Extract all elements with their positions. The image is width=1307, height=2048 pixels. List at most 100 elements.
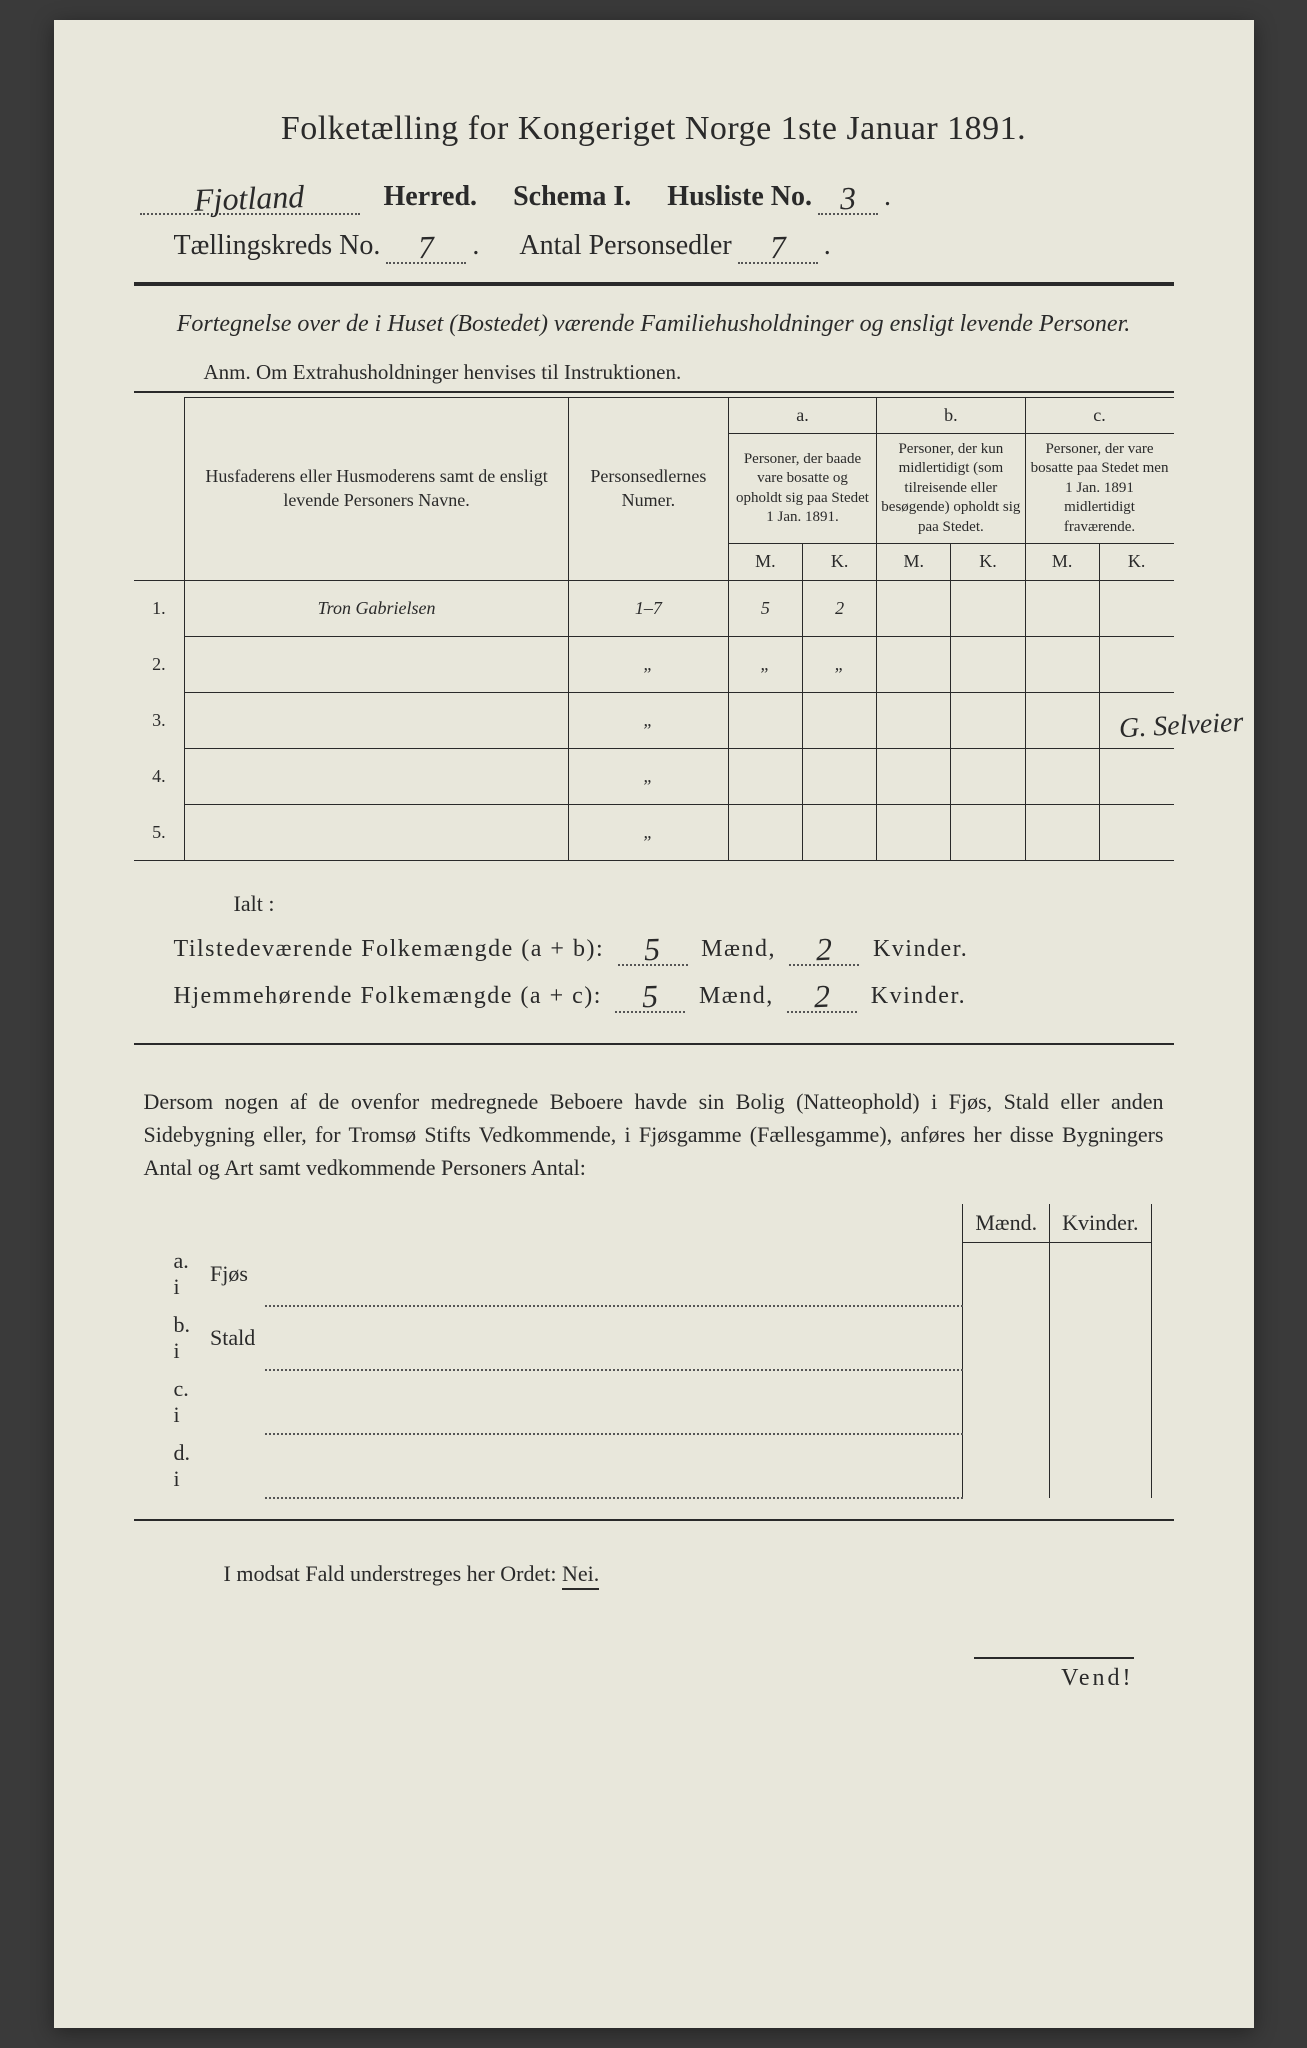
row-number: 3. bbox=[134, 692, 185, 748]
divider bbox=[134, 282, 1174, 286]
totals-line-1: Tilstedeværende Folkemængde (a + b): 5 M… bbox=[174, 927, 1174, 966]
col-names-header: Husfaderens eller Husmoderens samt de en… bbox=[185, 397, 569, 580]
sedler-cell: „ bbox=[568, 636, 728, 692]
divider bbox=[134, 1519, 1174, 1521]
sub-buildings-table: Mænd. Kvinder. a. iFjøsb. iStaldc. id. i bbox=[164, 1204, 1152, 1500]
a-k-cell bbox=[802, 692, 876, 748]
sub-table-row: d. i bbox=[164, 1434, 1152, 1498]
subtitle-text: Fortegnelse over de i Huset (Bostedet) v… bbox=[134, 308, 1174, 342]
ialt-label: Ialt : bbox=[234, 891, 1174, 917]
row-number: 5. bbox=[134, 804, 185, 860]
c-k-cell bbox=[1099, 636, 1173, 692]
col-c-text: Personer, der vare bosatte paa Stedet me… bbox=[1025, 433, 1173, 544]
sub-table-row: a. iFjøs bbox=[164, 1242, 1152, 1306]
antal-value: 7 bbox=[769, 229, 786, 267]
divider bbox=[134, 1043, 1174, 1045]
b-m-cell bbox=[877, 804, 951, 860]
vend-label: Vend! bbox=[974, 1657, 1134, 1692]
col-c-m: M. bbox=[1025, 544, 1099, 580]
sub-table-row: b. iStald bbox=[164, 1306, 1152, 1370]
b-k-cell bbox=[951, 692, 1025, 748]
col-blank bbox=[134, 397, 185, 580]
a-m-cell bbox=[728, 804, 802, 860]
totals-line-2: Hjemmehørende Folkemængde (a + c): 5 Mæn… bbox=[174, 974, 1174, 1013]
col-a-text: Personer, der baade vare bosatte og opho… bbox=[728, 433, 876, 544]
c-m-cell bbox=[1025, 580, 1099, 636]
sub-maend-cell bbox=[963, 1306, 1050, 1370]
sub-kvinder-cell bbox=[1050, 1434, 1151, 1498]
row-number: 2. bbox=[134, 636, 185, 692]
antal-label: Antal Personsedler bbox=[519, 230, 731, 262]
sub-maend-cell bbox=[963, 1242, 1050, 1306]
hjemme-k: 2 bbox=[813, 978, 832, 1016]
col-b-text: Personer, der kun midlertidigt (som tilr… bbox=[877, 433, 1025, 544]
col-a-m: M. bbox=[728, 544, 802, 580]
sub-key: b. i bbox=[164, 1306, 201, 1370]
header-line-1: Fjotland Herred. Schema I. Husliste No. … bbox=[134, 176, 1174, 215]
hjemme-label: Hjemmehørende Folkemængde (a + c): bbox=[174, 983, 602, 1009]
b-m-cell bbox=[877, 692, 951, 748]
maend-label: Mænd, bbox=[701, 936, 776, 962]
sub-dots bbox=[265, 1242, 963, 1306]
sedler-cell: „ bbox=[568, 748, 728, 804]
sub-dots bbox=[265, 1370, 963, 1434]
header-line-2: Tællingskreds No. 7 . Antal Personsedler… bbox=[174, 225, 1174, 264]
tilstede-k: 2 bbox=[815, 931, 834, 969]
name-cell: Tron Gabrielsen bbox=[185, 580, 569, 636]
nei-line: I modsat Fald understreges her Ordet: Ne… bbox=[224, 1561, 1174, 1587]
b-m-cell bbox=[877, 580, 951, 636]
kvinder-label: Kvinder. bbox=[873, 936, 968, 962]
b-m-cell bbox=[877, 636, 951, 692]
name-cell bbox=[185, 748, 569, 804]
row-number: 1. bbox=[134, 580, 185, 636]
col-sedler-header: Personsedlernes Numer. bbox=[568, 397, 728, 580]
c-m-cell bbox=[1025, 692, 1099, 748]
kreds-label: Tællingskreds No. bbox=[174, 230, 381, 262]
husliste-value: 3 bbox=[839, 180, 856, 218]
tilstede-label: Tilstedeværende Folkemængde (a + b): bbox=[174, 936, 605, 962]
b-m-cell bbox=[877, 748, 951, 804]
table-row: 2.„„„ bbox=[134, 636, 1174, 692]
sub-label bbox=[200, 1370, 265, 1434]
a-m-cell bbox=[728, 748, 802, 804]
kreds-value: 7 bbox=[418, 229, 435, 267]
sub-label bbox=[200, 1434, 265, 1498]
sub-maend-cell bbox=[963, 1434, 1050, 1498]
sub-key: a. i bbox=[164, 1242, 201, 1306]
sub-label: Fjøs bbox=[200, 1242, 265, 1306]
sub-kvinder-cell bbox=[1050, 1242, 1151, 1306]
a-k-cell bbox=[802, 804, 876, 860]
sub-key: d. i bbox=[164, 1434, 201, 1498]
husliste-label: Husliste No. bbox=[667, 181, 812, 213]
c-m-cell bbox=[1025, 748, 1099, 804]
sub-kvinder-cell bbox=[1050, 1370, 1151, 1434]
a-m-cell bbox=[728, 692, 802, 748]
col-b-k: K. bbox=[951, 544, 1025, 580]
c-k-cell bbox=[1099, 748, 1173, 804]
col-b-label: b. bbox=[877, 397, 1025, 433]
row-number: 4. bbox=[134, 748, 185, 804]
kvinder-label: Kvinder. bbox=[871, 983, 966, 1009]
sedler-cell: 1–7 bbox=[568, 580, 728, 636]
sub-maend-cell bbox=[963, 1370, 1050, 1434]
sub-maend-header: Mænd. bbox=[963, 1204, 1050, 1243]
a-m-cell: 5 bbox=[728, 580, 802, 636]
nei-pre: I modsat Fald understreges her Ordet: bbox=[224, 1561, 562, 1586]
c-k-cell bbox=[1099, 580, 1173, 636]
sub-dots bbox=[265, 1434, 963, 1498]
a-m-cell: „ bbox=[728, 636, 802, 692]
census-form-page: Folketælling for Kongeriget Norge 1ste J… bbox=[54, 20, 1254, 2028]
b-k-cell bbox=[951, 636, 1025, 692]
name-cell bbox=[185, 804, 569, 860]
c-m-cell bbox=[1025, 804, 1099, 860]
sub-key: c. i bbox=[164, 1370, 201, 1434]
col-a-k: K. bbox=[802, 544, 876, 580]
hjemme-m: 5 bbox=[641, 978, 660, 1016]
b-k-cell bbox=[951, 748, 1025, 804]
maend-label: Mænd, bbox=[699, 983, 774, 1009]
a-k-cell bbox=[802, 748, 876, 804]
name-cell bbox=[185, 692, 569, 748]
sub-label: Stald bbox=[200, 1306, 265, 1370]
a-k-cell: „ bbox=[802, 636, 876, 692]
tilstede-m: 5 bbox=[643, 931, 662, 969]
